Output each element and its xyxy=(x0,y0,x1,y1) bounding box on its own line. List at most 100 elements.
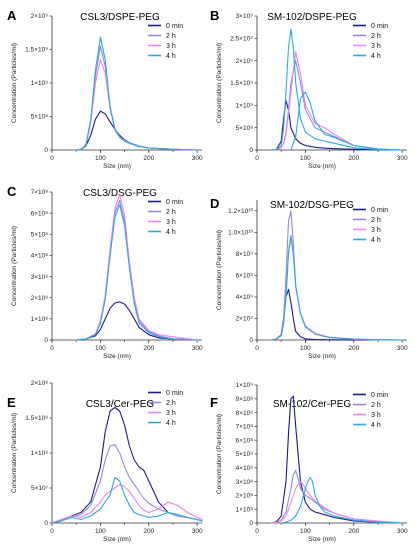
x-tick-label: 300 xyxy=(397,528,408,535)
legend-label: 0 min xyxy=(166,199,183,206)
x-axis-label: Size (nm) xyxy=(103,536,131,543)
y-tick-label: 2×10⁸ xyxy=(236,493,254,500)
x-tick-label: 300 xyxy=(397,155,408,162)
x-tick-label: 100 xyxy=(300,155,311,162)
y-tick-label: 0 xyxy=(249,337,253,344)
y-tick-label: 2×10⁹ xyxy=(236,316,254,323)
x-tick-label: 300 xyxy=(397,345,408,352)
y-tick-label: 2.5×10⁹ xyxy=(230,36,253,43)
x-tick-label: 300 xyxy=(192,345,203,352)
x-axis-label: Size (nm) xyxy=(308,536,336,543)
legend-label: 2 h xyxy=(166,400,176,407)
series-line-4-h xyxy=(270,28,403,151)
panel-b: B SM-102/DSPE-PEG 0 5×10⁸ 1×10⁹ 1.5×10⁹ 2×10⁹ 2… xyxy=(210,8,408,170)
legend-label: 0 min xyxy=(166,23,183,30)
x-tick-label: 100 xyxy=(300,345,311,352)
y-axis-label: Concentration (Particles/ml) xyxy=(11,43,18,123)
y-tick-label: 1×10⁹ xyxy=(31,80,49,87)
y-tick-label: 7×10⁸ xyxy=(236,424,254,431)
legend-label: 0 min xyxy=(371,207,388,214)
legend-label: 2 h xyxy=(371,217,381,224)
series-line-4-h xyxy=(75,204,198,341)
y-tick-label: 1.2×10¹⁰ xyxy=(228,207,253,215)
series-line-0-min xyxy=(270,395,403,524)
series-line-3-h xyxy=(270,237,403,341)
legend-label: 4 h xyxy=(166,229,176,236)
legend-label: 3 h xyxy=(166,410,176,417)
x-tick-label: 200 xyxy=(348,345,359,352)
legend-label: 4 h xyxy=(166,53,176,60)
panel-letter: C xyxy=(7,184,17,199)
series-line-2-h xyxy=(75,199,198,341)
x-tick-label: 0 xyxy=(50,155,54,162)
y-tick-label: 0 xyxy=(249,147,253,154)
y-tick-label: 1×10⁸ xyxy=(236,506,254,513)
legend-label: 4 h xyxy=(371,53,381,60)
legend-label: 2 h xyxy=(371,33,381,40)
y-tick-label: 5×10⁸ xyxy=(236,451,254,458)
y-tick-label: 2×10⁸ xyxy=(31,380,49,387)
x-tick-label: 100 xyxy=(95,528,106,535)
y-tick-label: 1.5×10⁹ xyxy=(230,80,253,87)
series-line-0-min xyxy=(51,406,203,524)
legend-label: 0 min xyxy=(166,390,183,397)
series-line-4-h xyxy=(270,234,403,341)
legend-label: 2 h xyxy=(166,209,176,216)
x-tick-label: 200 xyxy=(143,155,154,162)
legend-label: 4 h xyxy=(371,422,381,429)
legend-label: 3 h xyxy=(166,43,176,50)
chart-title: CSL3/Cer-PEG xyxy=(86,399,155,410)
panel-letter: D xyxy=(210,196,219,211)
series-line-2-h xyxy=(75,45,198,151)
x-tick-label: 0 xyxy=(255,155,259,162)
panel-letter: E xyxy=(7,395,16,410)
y-tick-label: 1.0×10¹⁰ xyxy=(228,229,253,237)
y-tick-label: 1×10⁹ xyxy=(236,103,254,110)
series-line-0-min xyxy=(75,110,198,151)
y-tick-label: 2×10⁸ xyxy=(31,295,49,302)
y-tick-label: 0 xyxy=(44,147,48,154)
y-tick-label: 8×10⁹ xyxy=(236,251,254,258)
x-axis-label: Size (nm) xyxy=(308,163,336,170)
chart-title: CSL3/DSPE-PEG xyxy=(80,12,160,23)
y-tick-label: 4×10⁸ xyxy=(31,253,49,260)
y-tick-label: 7×10⁸ xyxy=(31,189,49,196)
series-line-4-h xyxy=(280,476,403,524)
y-tick-label: 6×10⁸ xyxy=(31,210,49,217)
legend-label: 3 h xyxy=(371,412,381,419)
series-line-extra xyxy=(290,91,403,151)
x-tick-label: 0 xyxy=(255,528,259,535)
x-tick-label: 0 xyxy=(50,345,54,352)
x-axis-label: Size (nm) xyxy=(103,353,131,360)
x-axis-label: Size (nm) xyxy=(308,353,336,360)
chart-title: SM-102/DSG-PEG xyxy=(270,200,354,211)
y-tick-label: 0 xyxy=(249,520,253,527)
y-axis-label: Concentration (Particles/ml) xyxy=(11,226,18,306)
series-line-4-h xyxy=(75,36,198,151)
y-tick-label: 1.5×10⁸ xyxy=(25,415,48,422)
legend-label: 2 h xyxy=(371,402,381,409)
panel-a: A CSL3/DSPE-PEG 0 5×10⁸ 1×10⁹ 1.5×10⁹ 2×10⁹ 0 10… xyxy=(7,8,203,170)
legend-label: 3 h xyxy=(371,227,381,234)
legend-label: 0 min xyxy=(371,392,388,399)
x-tick-label: 100 xyxy=(300,528,311,535)
y-tick-label: 5×10⁸ xyxy=(31,231,49,238)
panel-letter: F xyxy=(210,395,218,410)
y-tick-label: 5×10⁷ xyxy=(31,485,49,492)
x-tick-label: 100 xyxy=(95,155,106,162)
x-axis-label: Size (nm) xyxy=(103,163,131,170)
legend-label: 4 h xyxy=(166,420,176,427)
panel-e: E CSL3/Cer-PEG 0 5×10⁷ 1×10⁸ 1.5×10⁸ 2×10⁸ 0 100… xyxy=(7,380,203,543)
y-tick-label: 2×10⁹ xyxy=(236,58,254,65)
y-axis-label: Concentration (Particles/ml) xyxy=(216,230,223,310)
series-line-3-h xyxy=(75,193,198,341)
y-tick-label: 1×10⁸ xyxy=(31,450,49,457)
y-axis-label: Concentration (Particles/ml) xyxy=(216,414,223,494)
y-tick-label: 1×10⁸ xyxy=(31,316,49,323)
y-tick-label: 2×10⁹ xyxy=(31,13,49,20)
panel-letter: A xyxy=(7,8,17,23)
x-tick-label: 100 xyxy=(95,345,106,352)
y-tick-label: 3×10⁸ xyxy=(31,274,49,281)
panel-f: F SM-102/Cer-PEG 0 1×10⁸ 2×10⁸ 3×10⁸ 4×10⁸ 5×10… xyxy=(210,382,408,543)
